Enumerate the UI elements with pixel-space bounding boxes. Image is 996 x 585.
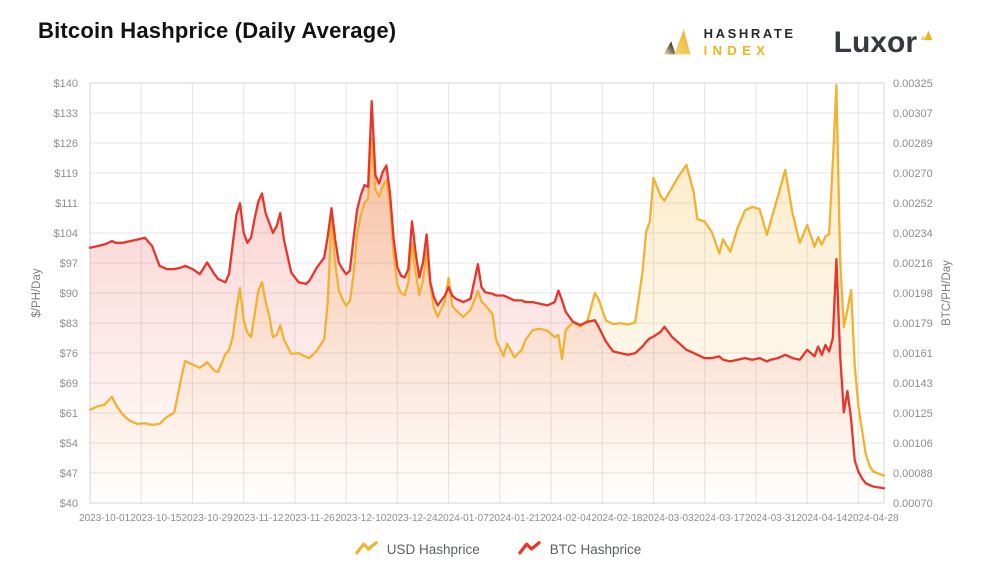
svg-text:2023-10-01: 2023-10-01 — [79, 513, 131, 524]
svg-text:$140: $140 — [54, 78, 78, 90]
svg-text:$40: $40 — [60, 498, 78, 510]
chart-legend: USD Hashprice BTC Hashprice — [0, 540, 996, 559]
legend-item-usd-hashprice[interactable]: USD Hashprice — [355, 540, 480, 559]
svg-text:$61: $61 — [60, 408, 78, 420]
luxor-mark-icon — [920, 28, 934, 46]
svg-text:2024-04-14: 2024-04-14 — [796, 513, 848, 524]
svg-text:2023-11-12: 2023-11-12 — [233, 513, 284, 524]
svg-text:0.00143: 0.00143 — [893, 378, 933, 390]
svg-text:0.00179: 0.00179 — [893, 318, 933, 330]
svg-text:$111: $111 — [55, 198, 78, 210]
svg-text:$104: $104 — [54, 228, 78, 240]
svg-text:2024-01-07: 2024-01-07 — [438, 513, 490, 524]
legend-item-btc-hashprice[interactable]: BTC Hashprice — [518, 540, 642, 559]
svg-text:0.00307: 0.00307 — [893, 108, 933, 120]
svg-text:2024-03-17: 2024-03-17 — [694, 513, 746, 524]
hashrate-index-logo: HASHRATE INDEX — [659, 21, 796, 64]
legend-label-usd: USD Hashprice — [386, 542, 480, 557]
y-axis-ticks: $140 $133 $126 $119 $111 $104 $97 $90 $83 $76 $69 $… — [54, 78, 933, 510]
svg-text:2023-11-26: 2023-11-26 — [284, 513, 335, 524]
svg-text:0.00216: 0.00216 — [893, 258, 933, 270]
svg-text:$47: $47 — [60, 468, 78, 480]
index-wordmark: INDEX — [703, 42, 771, 58]
svg-text:0.00252: 0.00252 — [893, 198, 933, 210]
svg-text:0.00106: 0.00106 — [893, 438, 933, 450]
hashrate-index-mark-icon — [659, 21, 695, 64]
svg-text:$126: $126 — [54, 138, 78, 150]
svg-text:2023-10-29: 2023-10-29 — [182, 513, 234, 524]
svg-text:2024-04-28: 2024-04-28 — [847, 513, 899, 524]
svg-text:0.00125: 0.00125 — [893, 408, 933, 420]
brand-logos: HASHRATE INDEX Luxor — [659, 21, 934, 64]
svg-text:2024-02-18: 2024-02-18 — [591, 513, 643, 524]
svg-text:$54: $54 — [60, 438, 78, 450]
left-axis-title: $/PH/Day — [31, 268, 43, 317]
svg-text:2024-03-03: 2024-03-03 — [643, 513, 695, 524]
btc-series-icon — [518, 540, 541, 559]
svg-text:2023-12-10: 2023-12-10 — [335, 513, 387, 524]
hashrate-wordmark: HASHRATE — [703, 25, 796, 41]
svg-text:0.00234: 0.00234 — [893, 228, 933, 240]
chart-area: $140 $133 $126 $119 $111 $104 $97 $90 $83 $76 $69 $… — [0, 70, 996, 540]
svg-text:0.00088: 0.00088 — [893, 468, 933, 480]
svg-text:0.00070: 0.00070 — [893, 498, 933, 510]
btc-line — [88, 99, 886, 490]
svg-text:2024-01-21: 2024-01-21 — [489, 513, 541, 524]
svg-text:0.00270: 0.00270 — [893, 168, 933, 180]
right-axis-title: BTC/PH/Day — [941, 260, 953, 326]
btc-area — [90, 101, 884, 503]
luxor-logo: Luxor — [833, 25, 934, 59]
x-axis-ticks: 2023-10-01 2023-10-15 2023-10-29 2023-11-12… — [79, 513, 899, 524]
page-title: Bitcoin Hashprice (Daily Average) — [38, 18, 397, 43]
svg-text:$90: $90 — [60, 288, 78, 300]
svg-text:2023-12-24: 2023-12-24 — [386, 513, 438, 524]
svg-text:$97: $97 — [60, 258, 78, 270]
svg-text:$119: $119 — [54, 168, 78, 180]
svg-text:0.00198: 0.00198 — [893, 288, 933, 300]
svg-text:2024-03-31: 2024-03-31 — [745, 513, 797, 524]
svg-text:$69: $69 — [60, 378, 78, 390]
hashprice-chart: $140 $133 $126 $119 $111 $104 $97 $90 $83 $76 $69 $… — [31, 78, 953, 524]
svg-text:2023-10-15: 2023-10-15 — [130, 513, 182, 524]
svg-text:2024-02-04: 2024-02-04 — [540, 513, 592, 524]
luxor-wordmark: Luxor — [833, 25, 917, 59]
svg-text:0.00161: 0.00161 — [893, 348, 933, 360]
usd-series-icon — [355, 540, 378, 559]
svg-text:0.00325: 0.00325 — [893, 78, 933, 90]
svg-text:0.00289: 0.00289 — [893, 138, 933, 150]
legend-label-btc: BTC Hashprice — [549, 542, 642, 557]
svg-text:$76: $76 — [60, 348, 78, 360]
svg-text:$83: $83 — [60, 318, 78, 330]
svg-text:$133: $133 — [54, 108, 78, 120]
